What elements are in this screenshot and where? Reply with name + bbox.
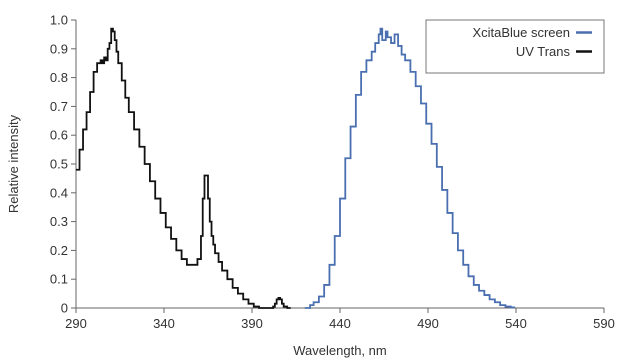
y-tick-label: 0.3 — [50, 214, 68, 229]
x-tick-label: 590 — [593, 316, 615, 331]
y-tick-label: 0 — [61, 301, 68, 316]
series-line-uv-trans — [76, 27, 291, 309]
x-tick-label: 390 — [241, 316, 263, 331]
legend-label: XcitaBlue screen — [472, 25, 570, 40]
y-tick-label: 0.8 — [50, 70, 68, 85]
legend-box — [425, 19, 605, 74]
y-tick-label: 0.6 — [50, 128, 68, 143]
x-tick-label: 490 — [417, 316, 439, 331]
series-line-xcitablue-screen — [304, 27, 516, 309]
x-axis-title: Wavelength, nm — [293, 343, 386, 358]
x-tick-label: 290 — [65, 316, 87, 331]
x-tick-label: 540 — [505, 316, 527, 331]
y-tick-label: 0.1 — [50, 272, 68, 287]
legend-label: UV Trans — [516, 44, 571, 59]
y-axis-title: Relative intensity — [6, 114, 21, 213]
y-tick-label: 0.9 — [50, 41, 68, 56]
x-tick-label: 440 — [329, 316, 351, 331]
x-tick-label: 340 — [153, 316, 175, 331]
y-tick-label: 0.5 — [50, 157, 68, 172]
y-tick-label: 1.0 — [50, 13, 68, 28]
y-tick-label: 0.4 — [50, 185, 68, 200]
y-tick-label: 0.2 — [50, 243, 68, 258]
y-tick-label: 0.7 — [50, 99, 68, 114]
